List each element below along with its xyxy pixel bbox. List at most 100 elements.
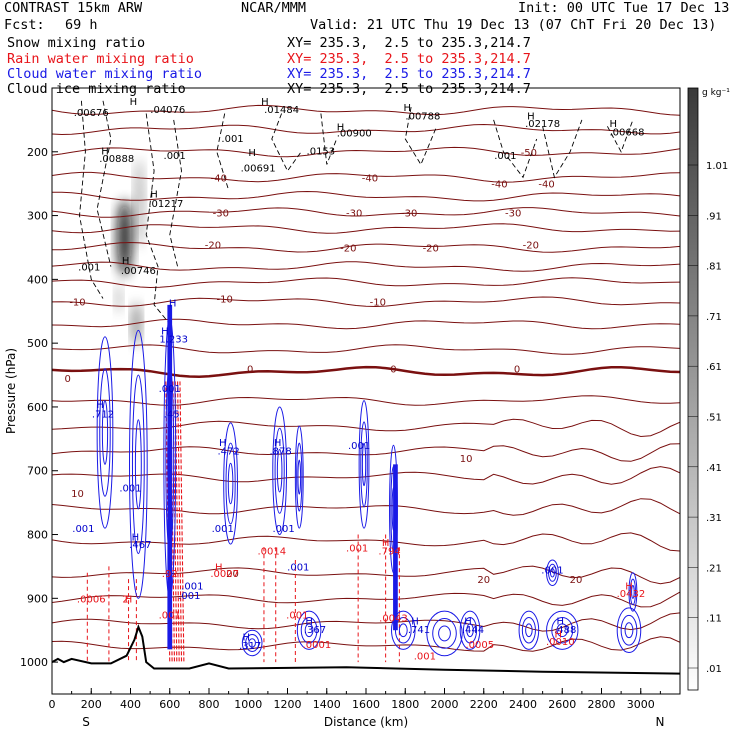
contour-label: .00668	[610, 127, 645, 138]
contour-label: H	[557, 617, 565, 628]
valid-time: Valid: 21 UTC Thu 19 Dec 13 (07 ChT Fri …	[310, 17, 717, 33]
contour-label: H	[161, 326, 169, 337]
isotherm-label: -10	[217, 295, 233, 306]
cloud-water-contour	[134, 419, 142, 510]
cloud-water-contour	[631, 585, 635, 599]
colorbar-label: .41	[706, 463, 722, 474]
cloud-water-contour	[272, 406, 288, 536]
x-tick-label: 1800	[391, 698, 419, 711]
isotherm-label: -30	[346, 208, 362, 219]
colorbar-label: .01	[706, 664, 722, 675]
contour-label: .001	[348, 441, 370, 452]
snow-mixing-ratio-shading	[115, 157, 144, 347]
contour-label: .001	[212, 524, 234, 535]
x-axis-label: Distance (km)	[324, 715, 408, 729]
contour-label: .00676	[74, 108, 109, 119]
contour-label: .488	[554, 625, 576, 636]
x-tick-label: 2600	[548, 698, 576, 711]
contour-label: .001	[494, 151, 516, 162]
rain-contour	[174, 381, 180, 663]
contour-label: H	[464, 617, 472, 628]
contour-label: .92	[162, 569, 178, 580]
contour-label: H	[382, 538, 390, 549]
contour-label: .45	[164, 409, 180, 420]
cloud-water-contour	[546, 559, 559, 587]
forecast-label: Fcst:	[4, 17, 45, 33]
contour-label: H	[130, 97, 138, 108]
isotherm-label: -40	[491, 180, 507, 191]
isotherm-label: 0	[247, 365, 253, 376]
contour-label: .001	[221, 134, 243, 145]
field-name-cloud-water: Cloud water mixing ratio	[7, 66, 203, 82]
snow-contour	[79, 100, 104, 299]
cloud-water-contour	[96, 336, 114, 529]
contour-label: H	[625, 582, 633, 593]
x-tick-label: 2800	[588, 698, 616, 711]
cloud-water-contour	[274, 427, 285, 514]
cloud-water-contour	[300, 616, 318, 644]
cloud-water-contour	[556, 623, 568, 638]
x-tick-label: 2200	[470, 698, 498, 711]
contour-label: .01217	[148, 199, 183, 210]
isotherm-line	[52, 318, 680, 330]
cloud-water-contour	[294, 425, 304, 529]
contour-label: .04076	[150, 105, 185, 116]
isotherm-label: 10	[460, 454, 473, 465]
colorbar-label: .71	[706, 312, 722, 323]
cloud-water-contour	[525, 623, 533, 638]
snow-contour	[216, 113, 230, 191]
isotherm-label: -30	[401, 208, 417, 219]
contour-label: H	[305, 617, 313, 628]
isotherm-label: 20	[477, 575, 490, 586]
contour-label: .001	[119, 483, 141, 494]
cloud-water-contour	[398, 623, 408, 638]
y-tick-label: 400	[27, 273, 48, 286]
cloud-water-contour	[432, 618, 457, 649]
isotherm-line	[52, 344, 680, 355]
colorbar-label: .21	[706, 563, 722, 574]
snow-contour	[493, 119, 538, 179]
isotherm-line	[52, 532, 680, 552]
isotherm-line	[52, 207, 680, 218]
contour-label: H	[403, 103, 411, 114]
contour-label: .472	[217, 446, 239, 457]
south-end-label: S	[82, 715, 90, 729]
contour-label: .00900	[337, 129, 372, 140]
isotherm-label: -40	[538, 180, 554, 191]
contour-label: .00788	[405, 111, 440, 122]
organization: NCAR/MMM	[241, 0, 307, 16]
contour-label: H	[243, 633, 251, 644]
cloud-water-contour	[225, 442, 236, 525]
x-tick-label: 1000	[234, 698, 262, 711]
isotherm-line	[52, 277, 680, 289]
contour-label: .0001	[303, 640, 332, 651]
contour-label: .794	[378, 546, 400, 557]
cloud-water-contour	[616, 607, 642, 654]
y-tick-label: 700	[27, 465, 48, 478]
cloud-water-contour	[296, 610, 322, 650]
colorbar-label: .31	[706, 513, 722, 524]
field-xy-snow: XY= 235.3, 2.5 to 235.3,214.7	[287, 35, 531, 51]
contour-label: H	[261, 97, 269, 108]
isotherm-line	[52, 296, 680, 308]
colorbar-unit: g kg⁻¹	[702, 88, 730, 98]
cloud-water-contour	[466, 623, 474, 638]
contour-label: .317	[239, 641, 261, 652]
cloud-water-contour	[462, 616, 478, 644]
field-name-rain: Rain water mixing ratio	[7, 51, 194, 67]
isotherm-line	[52, 565, 680, 585]
rain-contour	[177, 381, 183, 663]
contour-label: .444	[462, 625, 484, 636]
isotherm-label: -20	[523, 240, 539, 251]
colorbar: g kg⁻¹ .01 .11 .21 .31 .41 .51 .61 .71 .81 .91 1.01	[687, 87, 730, 691]
contour-label: H	[527, 111, 535, 122]
cloud-water-contour	[358, 400, 370, 529]
isotherm-line	[52, 466, 680, 485]
cloud-water-contour	[101, 400, 109, 465]
isotherm-label: 0	[65, 374, 71, 385]
y-tick-label: 500	[27, 337, 48, 350]
isotherm-label: -10	[69, 298, 85, 309]
colorbar-label: 1.01	[706, 161, 728, 172]
cloud-water-contour	[223, 422, 238, 545]
cloud-water-contour	[521, 616, 536, 644]
